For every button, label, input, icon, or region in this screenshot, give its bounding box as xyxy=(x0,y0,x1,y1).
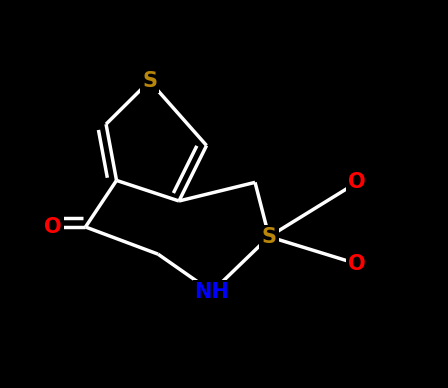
Text: O: O xyxy=(348,172,366,192)
Text: S: S xyxy=(142,71,157,91)
Text: O: O xyxy=(348,254,366,274)
Text: O: O xyxy=(44,217,62,237)
Text: S: S xyxy=(262,227,276,247)
Text: NH: NH xyxy=(194,282,229,302)
